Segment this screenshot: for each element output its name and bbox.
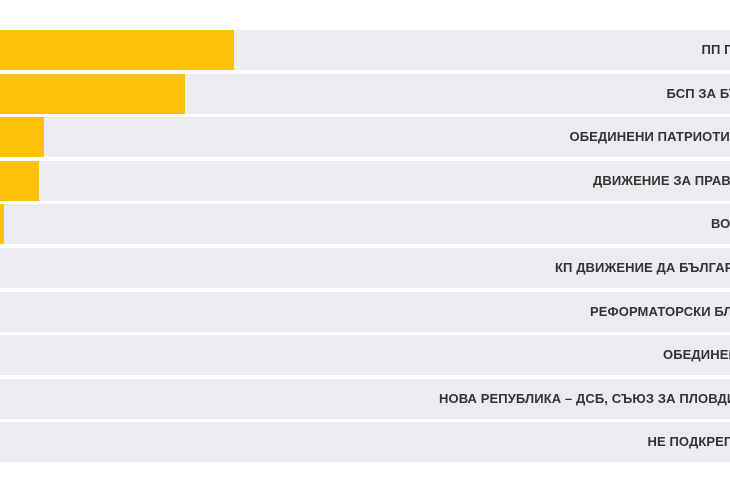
category-label: НЕ ПОДКРЕПЯМ НИКОГО (647, 434, 730, 450)
bar-row: ОБЕДИНЕНИ ПАТРИОТИ – НФСБ, АТАКА И ВМРО (0, 117, 730, 158)
bar-row: ДВИЖЕНИЕ ЗА ПРАВА И СВОБОДИ – ДПС (0, 160, 730, 201)
bar (0, 73, 186, 114)
category-label: РЕФОРМАТОРСКИ БЛОК – ГЛАС НАРОДЕН (590, 303, 730, 319)
bar (0, 160, 39, 201)
bar-row: НЕ ПОДКРЕПЯМ НИКОГО (0, 422, 730, 463)
bar-row: ПП ГЕРБ (0, 30, 730, 70)
bar (0, 117, 44, 158)
bar-row: КП ДВИЖЕНИЕ ДА БЪЛГАРИЯ (ЗЕЛЕНИТЕ, ДЕО, … (0, 248, 730, 288)
bar (0, 204, 4, 245)
bar-row: БСП ЗА БЪЛГАРИЯ (0, 73, 730, 114)
bar-row: НОВА РЕПУБЛИКА – ДСБ, СЪЮЗ ЗА ПЛОВДИВ, Б… (0, 378, 730, 419)
bar-row: ВОЛЯ (0, 204, 730, 245)
category-label: КП ДВИЖЕНИЕ ДА БЪЛГАРИЯ (ЗЕЛЕНИТЕ, ДЕО, … (555, 260, 730, 275)
category-label: ОБЕДИНЕНИЕ ДОСТ (663, 347, 730, 363)
category-label: ПП ГЕРБ (701, 42, 730, 57)
bar-row: РЕФОРМАТОРСКИ БЛОК – ГЛАС НАРОДЕН (0, 291, 730, 332)
category-label: БСП ЗА БЪЛГАРИЯ (666, 85, 730, 101)
bar (0, 30, 235, 70)
category-label: НОВА РЕПУБЛИКА – ДСБ, СЪЮЗ ЗА ПЛОВДИВ, Б… (439, 390, 730, 406)
category-label: ВОЛЯ (711, 216, 730, 232)
category-label: ДВИЖЕНИЕ ЗА ПРАВА И СВОБОДИ – ДПС (593, 172, 730, 188)
category-label: ОБЕДИНЕНИ ПАТРИОТИ – НФСБ, АТАКА И ВМРО (569, 129, 730, 145)
bar-row: ОБЕДИНЕНИЕ ДОСТ (0, 335, 730, 376)
